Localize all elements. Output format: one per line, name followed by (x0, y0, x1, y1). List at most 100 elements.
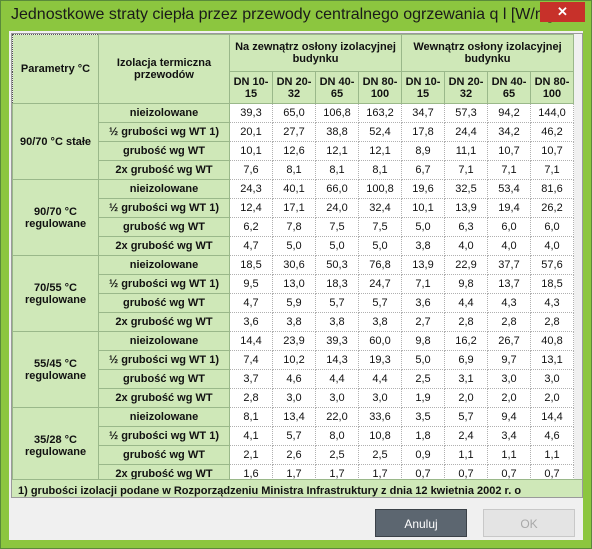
table-cell: 81,6 (530, 179, 574, 199)
table-cell: 1,1 (487, 445, 531, 465)
insulation-label: grubość wg WT (98, 293, 230, 313)
insulation-label: 2x grubość wg WT (98, 236, 230, 256)
table-cell: 94,2 (487, 103, 531, 123)
table-cell: 7,4 (229, 350, 273, 370)
table-cell: 5,7 (315, 293, 359, 313)
table-cell: 2,5 (358, 445, 402, 465)
table-cell: 12,1 (315, 141, 359, 161)
insulation-label: nieizolowane (98, 255, 230, 275)
table-cell: 34,2 (487, 122, 531, 142)
table-cell: 14,4 (229, 331, 273, 351)
table-cell: 5,0 (401, 217, 445, 237)
table-row: ½ grubości wg WT 1) 4,1 5,7 8,0 10,8 1,8 2,4 3,… (13, 426, 574, 446)
header-dn: DN 10-15 (401, 71, 445, 104)
table-cell: 22,0 (315, 407, 359, 427)
header-dn: DN 20-32 (444, 71, 488, 104)
table-row: 70/55 °C regulowane nieizolowane 18,5 30,6 5… (12, 255, 574, 332)
table-cell: 26,7 (487, 331, 531, 351)
table-row: 55/45 °C regulowane nieizolowane 14,4 23,9 3… (12, 331, 574, 408)
table-row: ½ grubości wg WT 1) 12,4 17,1 24,0 32,4 10,1 1… (13, 198, 574, 218)
table-cell: 4,4 (358, 369, 402, 389)
table-cell: 7,1 (444, 160, 488, 180)
insulation-label: grubość wg WT (98, 369, 230, 389)
parameter-label: 90/70 °C regulowane (12, 179, 99, 256)
table-cell: 18,5 (530, 274, 574, 294)
insulation-label: 2x grubość wg WT (98, 388, 230, 408)
insulation-label: ½ grubości wg WT 1) (98, 198, 230, 218)
table-cell: 7,1 (530, 160, 574, 180)
table-cell: 5,7 (272, 426, 316, 446)
table-cell: 100,8 (358, 179, 402, 199)
table-cell: 65,0 (272, 103, 316, 123)
table-cell: 2,1 (229, 445, 273, 465)
insulation-label: nieizolowane (98, 331, 230, 351)
insulation-label: ½ grubości wg WT 1) (98, 122, 230, 142)
table-row: 2x grubość wg WT 2,8 3,0 3,0 3,0 1,9 2,0 2,0 2,0 (13, 388, 574, 408)
table-cell: 57,6 (530, 255, 574, 275)
table-cell: 50,3 (315, 255, 359, 275)
table-row: ½ grubości wg WT 1) 9,5 13,0 18,3 24,7 7,1 9,8… (13, 274, 574, 294)
close-button[interactable]: ✕ (540, 2, 585, 22)
table-cell: 1,9 (401, 388, 445, 408)
table-cell: 10,7 (530, 141, 574, 161)
table-cell: 144,0 (530, 103, 574, 123)
table-cell: 3,0 (358, 388, 402, 408)
table-cell: 19,4 (487, 198, 531, 218)
header-outside-group: Na zewnątrz osłony izolacyjnej budynku (229, 34, 402, 72)
table-cell: 7,5 (358, 217, 402, 237)
table-cell: 9,8 (401, 331, 445, 351)
table-cell: 4,0 (487, 236, 531, 256)
table-cell: 46,2 (530, 122, 574, 142)
table-cell: 2,0 (530, 388, 574, 408)
table-cell: 32,5 (444, 179, 488, 199)
table-cell: 8,0 (315, 426, 359, 446)
table-cell: 40,1 (272, 179, 316, 199)
table-cell: 3,8 (272, 312, 316, 332)
table-cell: 2,8 (487, 312, 531, 332)
parameter-label: 35/28 °C regulowane (12, 407, 99, 484)
table-cell: 4,7 (229, 293, 273, 313)
cancel-button[interactable]: Anuluj (375, 509, 467, 537)
table-cell: 8,1 (358, 160, 402, 180)
table-cell: 12,4 (229, 198, 273, 218)
header-parameters: Parametry °C (12, 34, 99, 104)
table-cell: 20,1 (229, 122, 273, 142)
table-cell: 10,8 (358, 426, 402, 446)
table-cell: 11,1 (444, 141, 488, 161)
table-row: 2x grubość wg WT 7,6 8,1 8,1 8,1 6,7 7,1 7,1 7,1 (13, 160, 574, 180)
table-cell: 2,8 (530, 312, 574, 332)
table-row: grubość wg WT 3,7 4,6 4,4 4,4 2,5 3,1 3,0 3,0 (13, 369, 574, 389)
insulation-label: nieizolowane (98, 179, 230, 199)
insulation-label: 2x grubość wg WT (98, 160, 230, 180)
table-cell: 8,1 (229, 407, 273, 427)
table-cell: 33,6 (358, 407, 402, 427)
table-cell: 4,7 (229, 236, 273, 256)
table-cell: 3,8 (401, 236, 445, 256)
table-cell: 16,2 (444, 331, 488, 351)
table-cell: 24,7 (358, 274, 402, 294)
table-cell: 19,6 (401, 179, 445, 199)
header-dn: DN 40-65 (315, 71, 359, 104)
table-cell: 10,2 (272, 350, 316, 370)
table-cell: 6,7 (401, 160, 445, 180)
table-cell: 5,0 (358, 236, 402, 256)
table-row: 2x grubość wg WT 3,6 3,8 3,8 3,8 2,7 2,8 2,8 2,8 (13, 312, 574, 332)
table-cell: 17,8 (401, 122, 445, 142)
title-bar: Jednostkowe straty ciepła przez przewody… (1, 1, 591, 31)
table-cell: 5,7 (444, 407, 488, 427)
table-row: grubość wg WT 2,1 2,6 2,5 2,5 0,9 1,1 1,1 1,1 (13, 445, 574, 465)
header-dn: DN 10-15 (229, 71, 273, 104)
table-cell: 32,4 (358, 198, 402, 218)
table-cell: 3,4 (487, 426, 531, 446)
table-cell: 34,7 (401, 103, 445, 123)
table-cell: 14,4 (530, 407, 574, 427)
table-cell: 9,8 (444, 274, 488, 294)
dialog-body: Parametry °C Izolacja termiczna przewodó… (9, 31, 583, 540)
table-cell: 3,5 (401, 407, 445, 427)
table-cell: 18,3 (315, 274, 359, 294)
table-cell: 10,7 (487, 141, 531, 161)
table-cell: 3,0 (272, 388, 316, 408)
ok-button[interactable]: OK (483, 509, 575, 537)
table-cell: 3,7 (229, 369, 273, 389)
table-cell: 5,9 (272, 293, 316, 313)
